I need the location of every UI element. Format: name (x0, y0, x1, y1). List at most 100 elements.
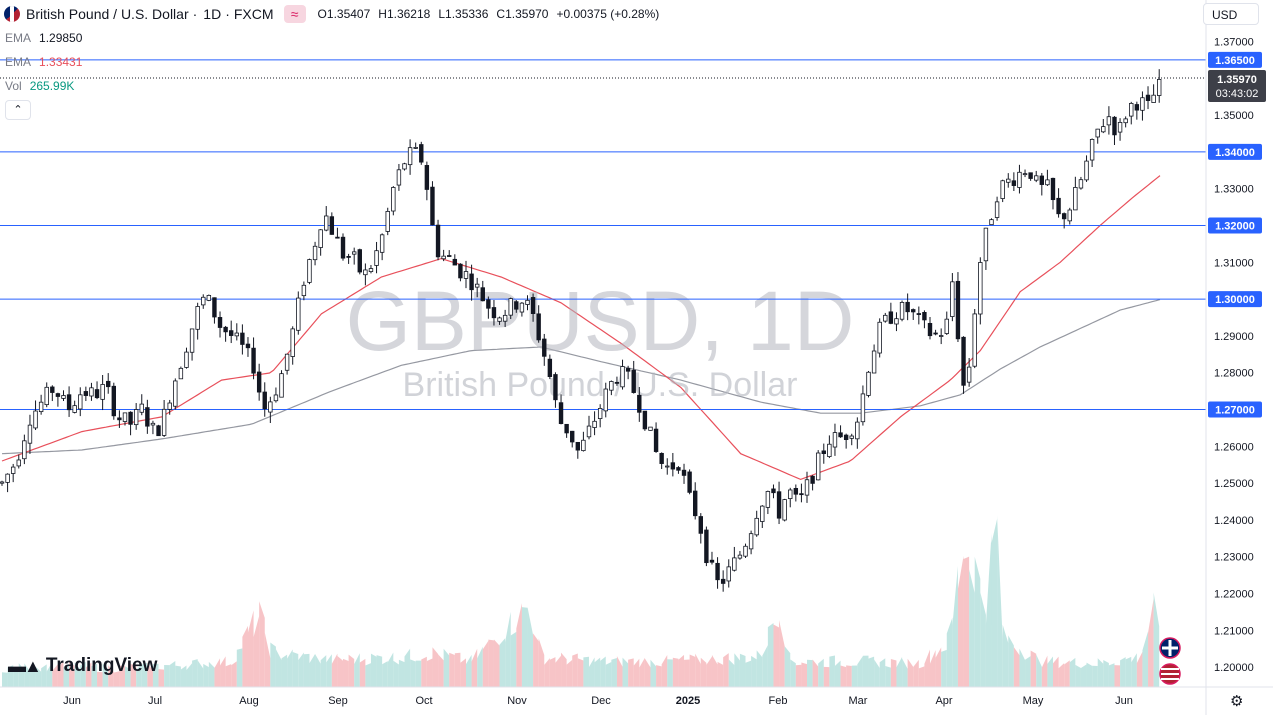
ema-200-line (1, 299, 1161, 455)
volume-segment (421, 656, 427, 687)
candle-body (966, 366, 972, 383)
candle-body (234, 332, 239, 337)
candle-body (340, 236, 346, 259)
candle-body (1140, 97, 1145, 111)
volume-segment (723, 653, 729, 687)
volume-segment (941, 649, 947, 687)
candle-body (100, 384, 105, 400)
volume-segment (851, 665, 858, 687)
volume-segment (1030, 650, 1037, 687)
volume-segment (1131, 653, 1137, 687)
candle-body (860, 393, 866, 423)
volume-segment (510, 631, 517, 687)
volume-segment (907, 658, 914, 687)
candle-body (732, 557, 737, 571)
volume-segment (1036, 654, 1042, 687)
candle-body (5, 473, 10, 483)
candle-body (335, 236, 340, 239)
volume-segment (667, 659, 673, 687)
low-value: 1.35336 (445, 7, 489, 21)
candle-body (407, 147, 413, 166)
volume-segment (247, 610, 254, 687)
candle-body (195, 306, 200, 330)
volume-segment (1069, 657, 1076, 687)
candle-body (1022, 173, 1028, 176)
volume-segment (220, 656, 226, 687)
volume-segment (1008, 635, 1014, 687)
volume-segment (549, 657, 556, 687)
candle-body (502, 314, 508, 322)
candle-body (843, 434, 849, 440)
volume-segment (158, 669, 165, 687)
candle-body (1145, 94, 1151, 101)
indicator-icon[interactable]: ≈ (283, 5, 306, 23)
candle-body (883, 314, 888, 322)
volume-segment (1097, 658, 1104, 687)
candle-body (530, 297, 536, 314)
candle-body (312, 245, 318, 261)
candle-body (1095, 128, 1100, 138)
candle-body (301, 284, 307, 297)
candle-body (117, 417, 122, 421)
volume-segment (969, 569, 975, 687)
legend-ema-200[interactable]: EMA 1.29850 (5, 31, 82, 45)
candle-body (978, 262, 983, 315)
volume-segment (460, 658, 466, 687)
candle-body (78, 394, 83, 410)
volume-segment (834, 660, 841, 687)
candle-body (788, 489, 793, 499)
candle-body (89, 387, 94, 397)
price-axis[interactable]: 1.20000 1.21000 1.22000 1.23000 1.24000 1.250… (1214, 37, 1254, 675)
legend-volume[interactable]: Vol 265.99K (5, 79, 74, 93)
volume-segment (963, 556, 970, 687)
candle-body (631, 369, 636, 393)
volume-segment (236, 648, 243, 687)
time-tick-label: Aug (239, 695, 259, 707)
symbol-name[interactable]: British Pound / U.S. Dollar (26, 6, 189, 22)
candle-body (899, 302, 905, 320)
volume-segment (728, 659, 735, 687)
volume-segment (1136, 651, 1143, 687)
candle-body (704, 529, 709, 564)
candle-body (22, 440, 27, 460)
volume-segment (426, 658, 433, 687)
volume-segment (52, 664, 58, 687)
collapse-legend-button[interactable]: ⌃ (5, 100, 31, 120)
volume-segment (739, 653, 746, 687)
candle-body (441, 255, 446, 260)
candle-body (346, 256, 351, 258)
time-tick-label: Jun (63, 695, 81, 707)
volume-segment (259, 601, 265, 687)
volume-segment (717, 661, 724, 687)
candle-body (139, 403, 144, 413)
volume-segment (561, 652, 567, 687)
timeframe[interactable]: 1D (203, 6, 222, 22)
candle-body (268, 401, 273, 413)
currency-button[interactable]: USD (1203, 3, 1259, 25)
candle-body (637, 394, 642, 413)
candle-body (564, 423, 569, 434)
volume-segment (493, 639, 500, 687)
candle-body (447, 255, 452, 257)
volume-segment (656, 665, 662, 687)
candle-body (1039, 175, 1045, 185)
volume-segment (438, 654, 444, 687)
tradingview-logo-icon: ▬▲ (8, 655, 42, 676)
time-tick-label: 2025 (676, 695, 700, 707)
legend-ema-50[interactable]: EMA 1.33431 (5, 55, 82, 69)
volume-segment (661, 654, 668, 687)
time-axis[interactable]: Jun Jul Aug Sep Oct Nov Dec 2025 Feb Mar Apr May Jun (63, 695, 1133, 707)
horizontal-levels[interactable] (0, 59, 1206, 410)
volume-segment (80, 661, 86, 687)
candle-body (648, 426, 653, 431)
volume-segment (343, 658, 349, 687)
usd-flag-stripe (1161, 668, 1179, 670)
candle-body (379, 234, 385, 253)
candle-body (72, 405, 77, 413)
volume-segment (773, 624, 780, 687)
volume-segment (829, 655, 835, 687)
settings-gear-icon[interactable]: ⚙ (1230, 693, 1244, 710)
tradingview-logo[interactable]: ▬▲ TradingView (8, 655, 157, 677)
separator: · (225, 6, 230, 22)
